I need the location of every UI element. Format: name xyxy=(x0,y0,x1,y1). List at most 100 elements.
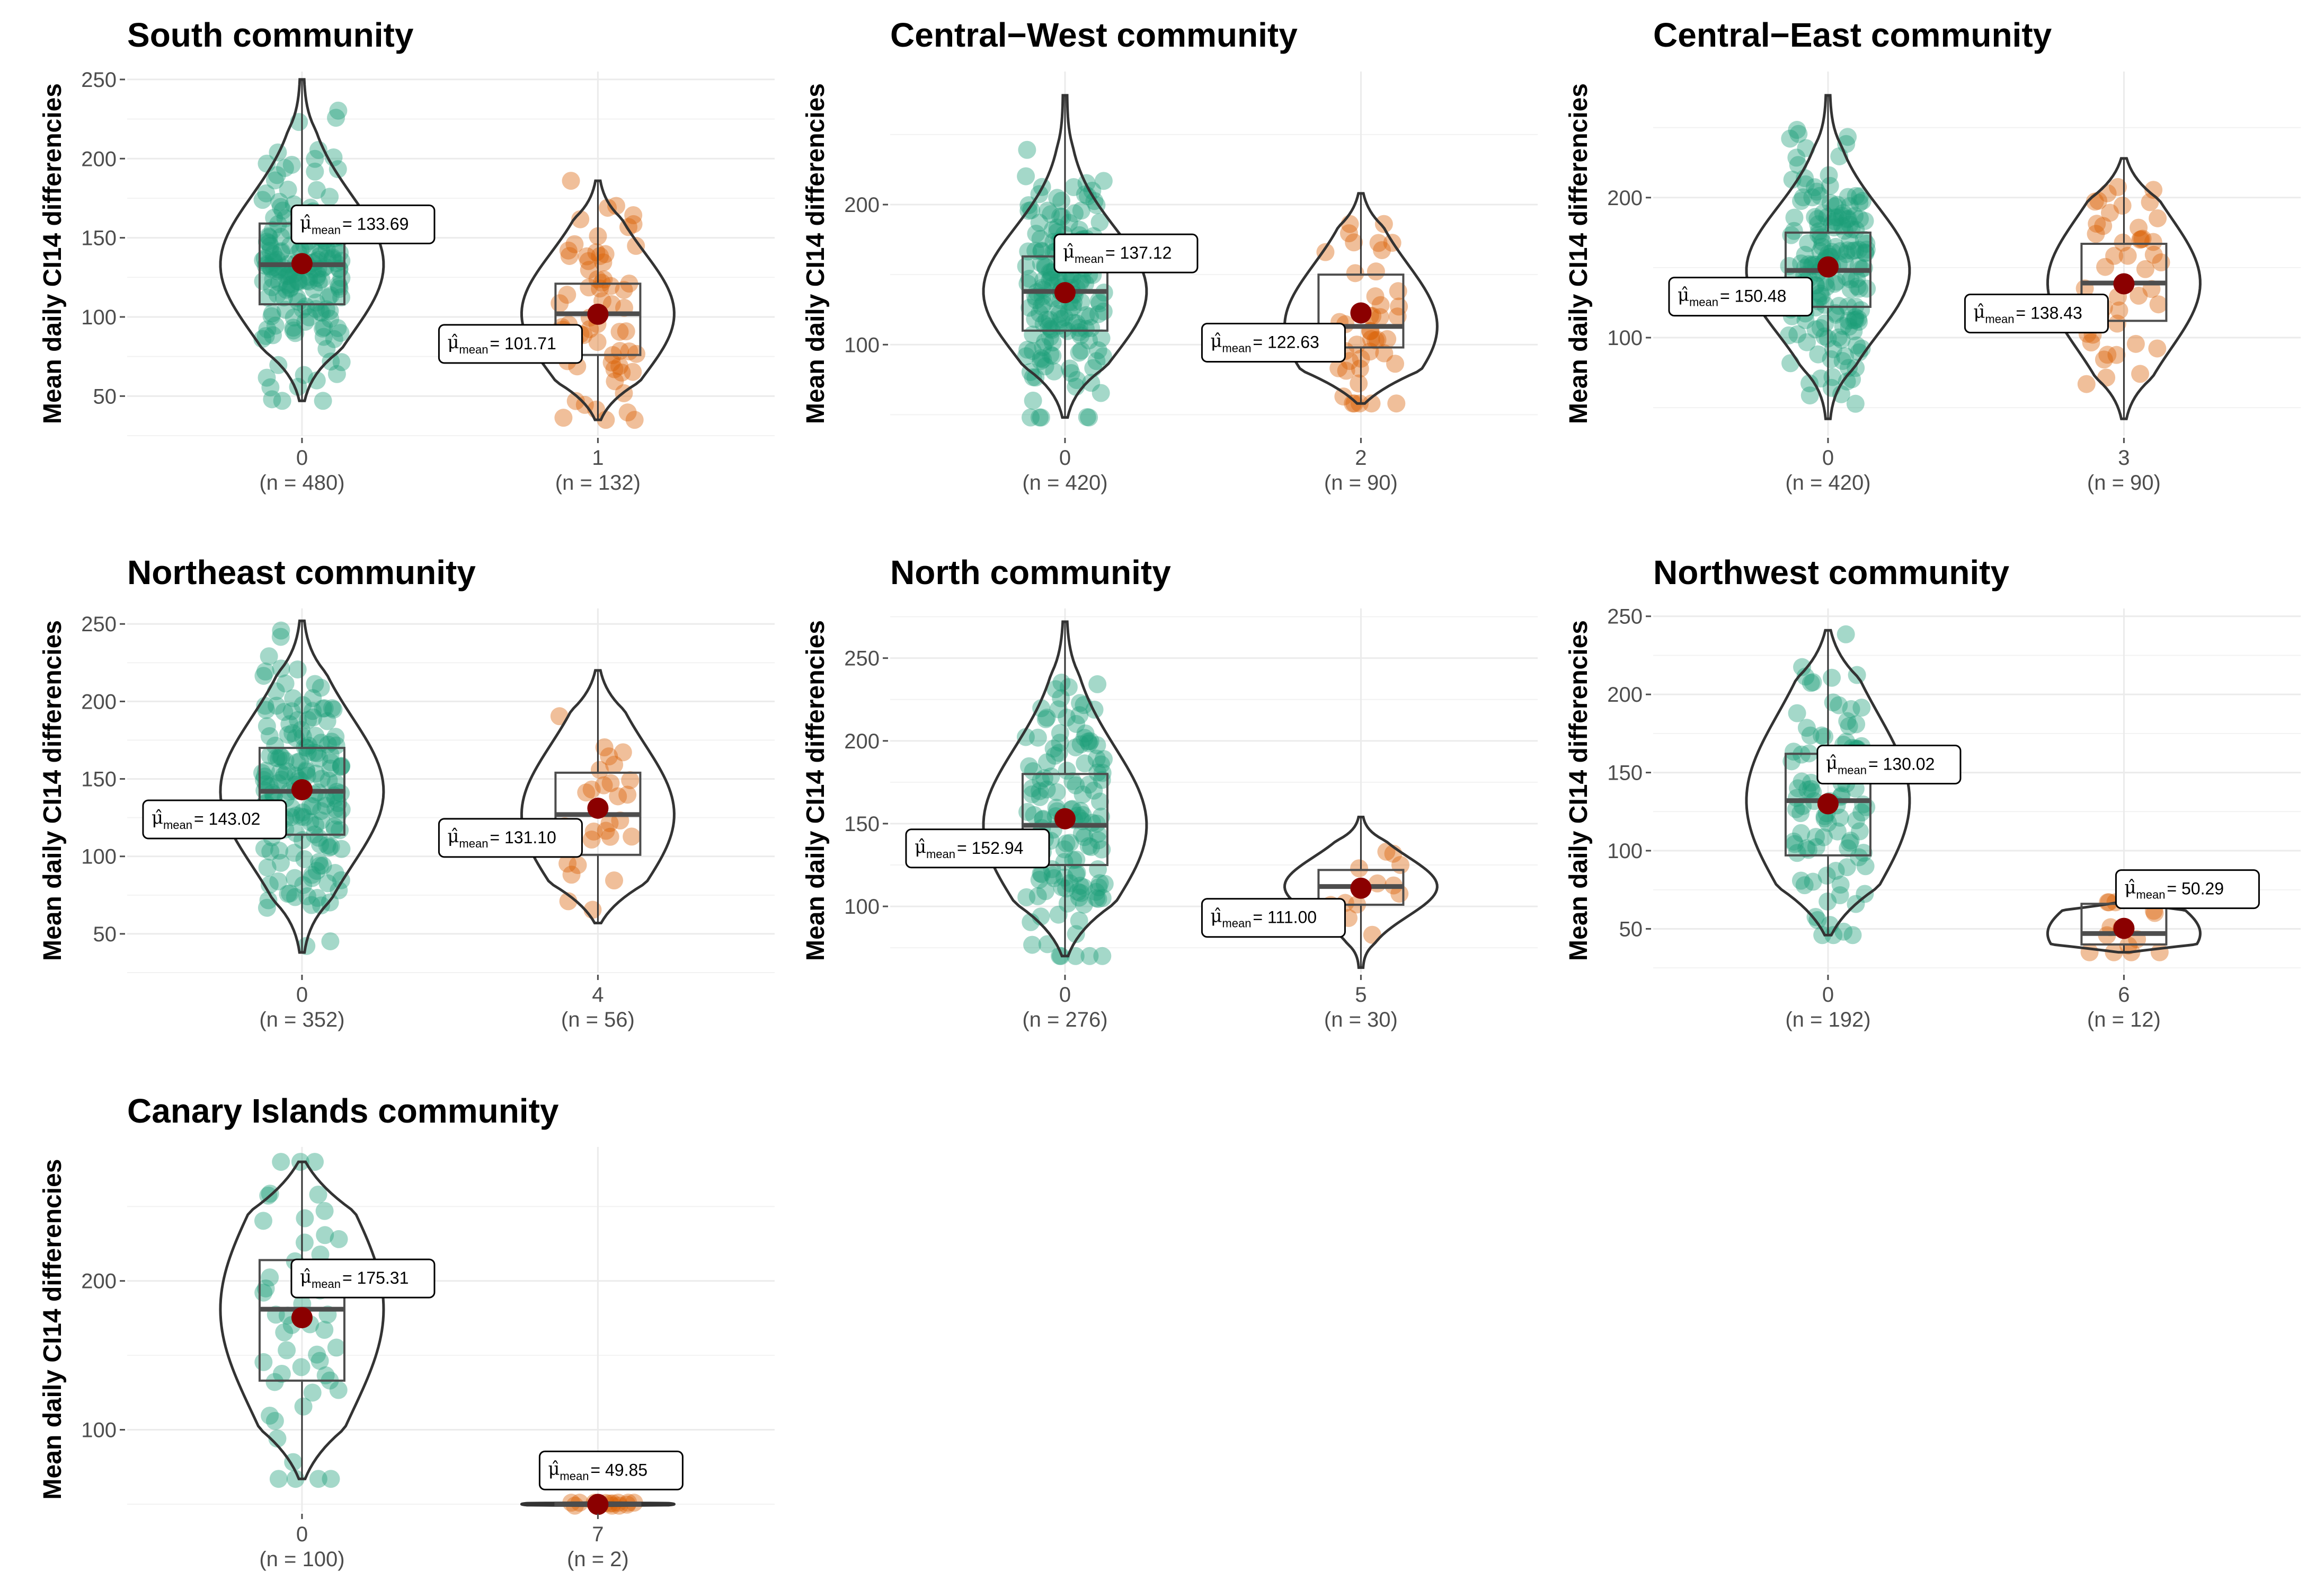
data-point xyxy=(278,276,297,294)
data-point xyxy=(1034,350,1052,369)
data-point xyxy=(317,340,336,358)
data-point xyxy=(321,745,340,764)
data-point xyxy=(317,790,335,808)
data-point xyxy=(1808,210,1827,228)
data-point xyxy=(260,228,279,246)
data-point xyxy=(327,1338,345,1357)
y-axis-label: Mean daily CI14 differencies xyxy=(802,620,830,961)
data-point xyxy=(597,822,615,840)
data-point xyxy=(1087,749,1106,768)
data-point xyxy=(331,324,350,342)
data-point xyxy=(1048,218,1067,237)
data-point xyxy=(1058,708,1076,727)
data-point xyxy=(1803,188,1822,207)
data-point xyxy=(1036,710,1055,728)
data-point xyxy=(307,181,326,199)
data-point xyxy=(326,774,345,792)
data-point xyxy=(1826,861,1845,880)
data-point xyxy=(1819,814,1837,832)
data-point xyxy=(1829,208,1847,227)
data-point xyxy=(1079,837,1098,855)
data-point xyxy=(315,1321,334,1339)
data-point xyxy=(2087,225,2105,243)
data-point xyxy=(260,647,278,666)
data-point xyxy=(1853,192,1871,210)
data-point xyxy=(1039,201,1057,220)
data-point xyxy=(275,766,294,784)
data-point xyxy=(292,1358,311,1376)
data-point xyxy=(322,352,340,371)
data-point xyxy=(311,835,330,854)
data-point xyxy=(571,210,590,228)
mean-label-2: μ̂ mean = 122.63 xyxy=(1201,322,1346,363)
data-point xyxy=(325,240,344,259)
data-point xyxy=(261,242,279,260)
data-point xyxy=(1806,208,1824,226)
data-point xyxy=(1089,878,1108,897)
data-point xyxy=(1828,196,1847,214)
data-point xyxy=(1788,844,1806,862)
data-point xyxy=(279,726,297,744)
data-point xyxy=(314,857,332,875)
violin-outline-0 xyxy=(219,1160,385,1480)
data-point xyxy=(1034,338,1052,356)
panel-title: Central−East community xyxy=(1653,16,2052,54)
data-point xyxy=(1841,270,1860,289)
mean-symbol: μ̂ xyxy=(1210,330,1222,351)
data-point xyxy=(257,775,276,793)
data-point xyxy=(1055,308,1074,326)
data-point xyxy=(1070,319,1088,337)
data-point xyxy=(308,266,327,284)
mean-symbol: μ̂ xyxy=(1063,241,1075,262)
panel-5: North community Mean daily CI14 differenc… xyxy=(802,553,1538,1031)
data-point xyxy=(1813,926,1832,944)
data-point xyxy=(554,409,573,427)
data-point xyxy=(1838,858,1856,877)
data-point xyxy=(1366,331,1385,350)
data-point xyxy=(1052,191,1071,210)
mean-point-0 xyxy=(1817,256,1839,278)
data-point xyxy=(621,771,640,789)
sample-size-label: (n = 276) xyxy=(1022,1008,1107,1031)
data-point xyxy=(1081,732,1099,751)
data-point xyxy=(1809,345,1828,364)
data-point xyxy=(316,797,335,815)
data-point xyxy=(1826,208,1844,227)
data-point xyxy=(1843,242,1861,260)
data-point xyxy=(258,898,276,917)
data-point xyxy=(1814,828,1833,846)
data-point xyxy=(1082,319,1101,337)
data-point xyxy=(283,724,302,743)
data-point xyxy=(1793,772,1811,791)
data-point xyxy=(1841,232,1859,250)
data-point xyxy=(1852,803,1871,822)
data-point xyxy=(1367,262,1385,281)
data-point xyxy=(1081,307,1099,326)
data-point xyxy=(1024,391,1042,410)
data-point xyxy=(263,390,281,409)
data-point xyxy=(286,324,305,342)
data-point xyxy=(1072,341,1090,360)
data-point xyxy=(310,853,329,871)
data-point xyxy=(310,749,329,767)
data-point xyxy=(274,288,293,307)
data-point xyxy=(320,288,338,306)
data-point xyxy=(257,701,276,719)
data-point xyxy=(1048,189,1067,207)
data-point xyxy=(1041,328,1059,347)
data-point xyxy=(1851,209,1869,228)
data-point xyxy=(1812,369,1830,388)
data-point xyxy=(1072,824,1091,843)
data-point xyxy=(1026,310,1044,328)
data-point xyxy=(1852,339,1871,358)
mean-label-box xyxy=(438,324,583,364)
data-point xyxy=(277,280,296,299)
data-point xyxy=(1058,762,1076,780)
data-point xyxy=(1032,864,1050,883)
data-point xyxy=(1840,833,1859,852)
data-point xyxy=(1855,231,1873,249)
y-tick-label: 100 xyxy=(844,895,880,919)
mean-subscript: mean xyxy=(1838,764,1867,777)
data-point xyxy=(329,160,347,179)
data-point xyxy=(1041,346,1060,364)
